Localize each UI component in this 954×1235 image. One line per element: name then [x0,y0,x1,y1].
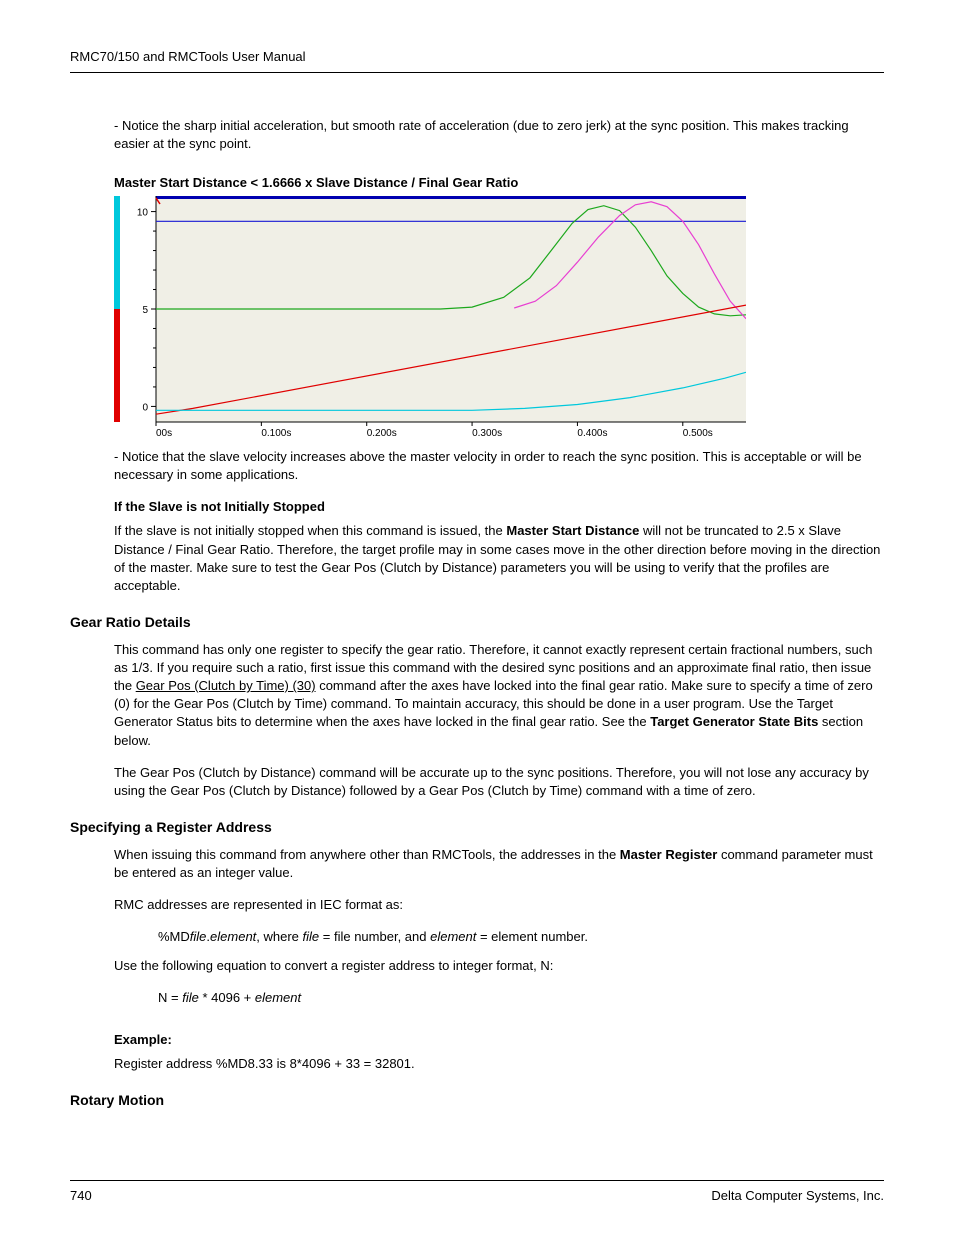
heading-specifying-register-address: Specifying a Register Address [70,818,884,838]
paragraph-gear-ratio-1: This command has only one register to sp… [114,641,884,750]
example-text: Register address %MD8.33 is 8*4096 + 33 … [114,1055,884,1073]
italic-element: element [210,929,256,944]
paragraph-notice-1: - Notice the sharp initial acceleration,… [114,117,884,153]
paragraph-register-2: RMC addresses are represented in IEC for… [114,896,884,914]
italic-file: file [190,929,207,944]
page-number: 740 [70,1187,92,1205]
svg-text:0.200s: 0.200s [367,428,397,439]
text: %MD [158,929,190,944]
text: = element number. [476,929,588,944]
text: When issuing this command from anywhere … [114,847,620,862]
svg-text:0.500s: 0.500s [683,428,713,439]
svg-text:0.100s: 0.100s [261,428,291,439]
heading-gear-ratio-details: Gear Ratio Details [70,613,884,633]
link-gear-pos-clutch-by-time[interactable]: Gear Pos (Clutch by Time) (30) [136,678,316,693]
example-title: Example: [114,1031,884,1049]
footer-company: Delta Computer Systems, Inc. [711,1187,884,1205]
footer: 740 Delta Computer Systems, Inc. [70,1180,884,1205]
svg-text:10: 10 [137,207,149,218]
italic-element: element [430,929,476,944]
svg-text:0.300s: 0.300s [472,428,502,439]
paragraph-gear-ratio-2: The Gear Pos (Clutch by Distance) comman… [114,764,884,800]
chart: 0 5 10 00s 0.100s 0.200s 0.300s 0.400s 0.500s [114,194,884,442]
subheading-slave-not-stopped: If the Slave is not Initially Stopped [114,498,884,516]
bold-master-register: Master Register [620,847,718,862]
bold-target-generator-state-bits: Target Generator State Bits [650,714,818,729]
italic-file: file [303,929,320,944]
paragraph-register-3: Use the following equation to convert a … [114,957,884,975]
text: = file number, and [319,929,430,944]
text: If the slave is not initially stopped wh… [114,523,506,538]
chart-title: Master Start Distance < 1.6666 x Slave D… [114,174,884,192]
paragraph-slave-not-stopped: If the slave is not initially stopped wh… [114,522,884,595]
svg-text:00s: 00s [156,428,172,439]
svg-text:0.400s: 0.400s [577,428,607,439]
heading-rotary-motion: Rotary Motion [70,1091,884,1111]
svg-text:5: 5 [142,305,148,316]
paragraph-notice-2: - Notice that the slave velocity increas… [114,448,884,484]
paragraph-register-1: When issuing this command from anywhere … [114,846,884,882]
format-line: %MDfile.element, where file = file numbe… [158,928,884,946]
text: * 4096 + [199,990,255,1005]
italic-element: element [255,990,301,1005]
equation-line: N = file * 4096 + element [158,989,884,1007]
text: , where [256,929,302,944]
italic-file: file [182,990,199,1005]
running-header: RMC70/150 and RMCTools User Manual [70,48,884,73]
text: N = [158,990,182,1005]
svg-text:0: 0 [142,402,148,413]
bold-master-start-distance: Master Start Distance [506,523,639,538]
